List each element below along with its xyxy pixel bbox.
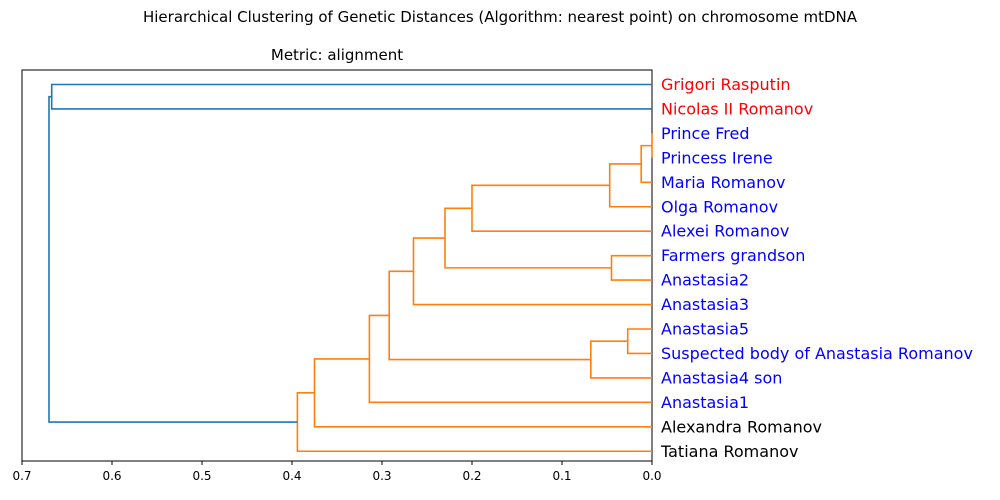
dendrogram-link (608, 163, 652, 208)
dendrogram-link (388, 270, 591, 361)
chart-title: Hierarchical Clustering of Genetic Dista… (142, 8, 858, 26)
leaf-label: Prince Fred (661, 124, 750, 143)
leaf-label: Anastasia3 (661, 295, 749, 314)
x-tick-label: 0.0 (642, 469, 661, 483)
dendrogram-link (640, 144, 652, 184)
dendrogram-link (444, 207, 612, 269)
x-tick-label: 0.2 (462, 469, 481, 483)
leaf-label: Anastasia1 (661, 393, 749, 412)
leaf-label: Alexei Romanov (661, 222, 789, 241)
dendrogram-link (313, 358, 652, 428)
x-tick-label: 0.1 (552, 469, 571, 483)
x-tick-label: 0.3 (372, 469, 391, 483)
dendrogram-link (626, 328, 652, 355)
leaf-label: Tatiana Romanov (660, 442, 798, 461)
leaf-label: Grigori Rasputin (661, 75, 791, 94)
plot-frame (21, 69, 653, 462)
x-tick-label: 0.4 (282, 469, 301, 483)
leaf-label: Farmers grandson (661, 246, 805, 265)
leaf-label: Olga Romanov (661, 197, 778, 216)
x-tick-label: 0.5 (192, 469, 211, 483)
x-tick-label: 0.6 (102, 469, 121, 483)
leaf-label: Nicolas II Romanov (661, 99, 813, 118)
leaf-label: Anastasia2 (661, 271, 749, 290)
leaf-label: Alexandra Romanov (661, 417, 822, 436)
dendrogram-link (471, 184, 652, 232)
leaf-label: Princess Irene (661, 148, 773, 167)
leaf-label: Anastasia5 (661, 320, 749, 339)
leaf-label: Suspected body of Anastasia Romanov (661, 344, 973, 363)
x-tick-label: 0.7 (12, 469, 31, 483)
leaf-label: Maria Romanov (661, 173, 786, 192)
dendrogram-link (50, 83, 652, 110)
dendrogram-link (412, 237, 652, 306)
dendrogram-link (48, 95, 298, 423)
dendrogram-link (610, 254, 652, 281)
dendrogram-link (589, 340, 652, 379)
chart-subtitle: Metric: alignment (270, 46, 404, 64)
leaf-label: Anastasia4 son (661, 368, 782, 387)
